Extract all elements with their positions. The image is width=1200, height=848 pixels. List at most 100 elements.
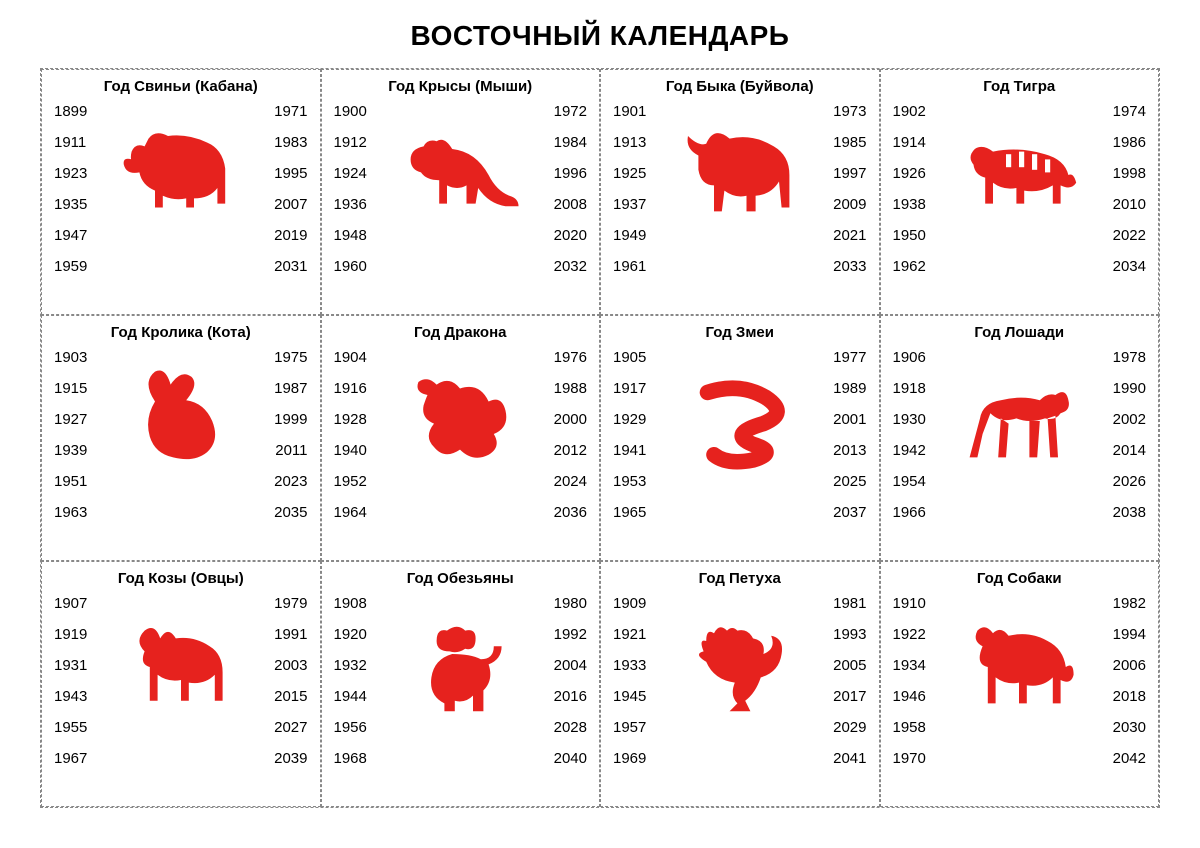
- year: 1925: [611, 165, 740, 182]
- year: 1933: [611, 657, 740, 674]
- year: 1980: [460, 595, 589, 612]
- year: 2034: [1019, 258, 1148, 275]
- cell-dragon: Год Дракона 19041976 19161988 19282000 1…: [321, 315, 601, 561]
- year: 2024: [460, 473, 589, 490]
- year: 1983: [181, 134, 310, 151]
- cell-title: Год Быка (Буйвола): [611, 78, 869, 95]
- year-list: 19011973 19131985 19251997 19372009 1949…: [611, 103, 869, 275]
- year: 2025: [740, 473, 869, 490]
- year: 1979: [181, 595, 310, 612]
- year: 1906: [891, 349, 1020, 366]
- year: 2009: [740, 196, 869, 213]
- year-list: 19041976 19161988 19282000 19402012 1952…: [332, 349, 590, 521]
- year: 1901: [611, 103, 740, 120]
- year: 1963: [52, 504, 181, 521]
- year: 2028: [460, 719, 589, 736]
- year: 1930: [891, 411, 1020, 428]
- year: 1966: [891, 504, 1020, 521]
- cell-snake: Год Змеи 19051977 19171989 19292001 1941…: [600, 315, 880, 561]
- year: 2007: [181, 196, 310, 213]
- year: 1905: [611, 349, 740, 366]
- year: 1920: [332, 626, 461, 643]
- year: 1973: [740, 103, 869, 120]
- year: 2016: [460, 688, 589, 705]
- year: 2012: [460, 442, 589, 459]
- cell-title: Год Тигра: [891, 78, 1149, 95]
- year: 1974: [1019, 103, 1148, 120]
- year: 1995: [181, 165, 310, 182]
- zodiac-grid: Год Свиньи (Кабана) 18991971 19111983 19…: [40, 68, 1160, 808]
- year: 2031: [181, 258, 310, 275]
- year: 1950: [891, 227, 1020, 244]
- year: 1942: [891, 442, 1020, 459]
- year: 1959: [52, 258, 181, 275]
- year: 2018: [1019, 688, 1148, 705]
- year: 2040: [460, 750, 589, 767]
- year: 2033: [740, 258, 869, 275]
- year: 1944: [332, 688, 461, 705]
- year: 1989: [740, 380, 869, 397]
- year: 1948: [332, 227, 461, 244]
- year-list: 19071979 19191991 19312003 19432015 1955…: [52, 595, 310, 767]
- cell-horse: Год Лошади 19061978 19181990 19302002 19…: [880, 315, 1160, 561]
- year-list: 18991971 19111983 19231995 19352007 1947…: [52, 103, 310, 275]
- year: 2020: [460, 227, 589, 244]
- year: 2011: [181, 442, 310, 459]
- year: 2005: [740, 657, 869, 674]
- year: 1992: [460, 626, 589, 643]
- year: 1997: [740, 165, 869, 182]
- year: 2002: [1019, 411, 1148, 428]
- year: 1976: [460, 349, 589, 366]
- cell-title: Год Петуха: [611, 570, 869, 587]
- year: 1982: [1019, 595, 1148, 612]
- year: 1903: [52, 349, 181, 366]
- year: 1953: [611, 473, 740, 490]
- year: 1934: [891, 657, 1020, 674]
- year: 1917: [611, 380, 740, 397]
- cell-title: Год Лошади: [891, 324, 1149, 341]
- cell-rabbit: Год Кролика (Кота) 19031975 19151987 192…: [41, 315, 321, 561]
- year: 1918: [891, 380, 1020, 397]
- year: 1986: [1019, 134, 1148, 151]
- year: 2035: [181, 504, 310, 521]
- cell-title: Год Дракона: [332, 324, 590, 341]
- year: 2014: [1019, 442, 1148, 459]
- cell-goat: Год Козы (Овцы) 19071979 19191991 193120…: [41, 561, 321, 807]
- cell-title: Год Кролика (Кота): [52, 324, 310, 341]
- year: 1943: [52, 688, 181, 705]
- cell-title: Год Крысы (Мыши): [332, 78, 590, 95]
- year: 2015: [181, 688, 310, 705]
- year: 1972: [460, 103, 589, 120]
- year: 1947: [52, 227, 181, 244]
- year: 1913: [611, 134, 740, 151]
- year: 1940: [332, 442, 461, 459]
- year: 1939: [52, 442, 181, 459]
- year: 1965: [611, 504, 740, 521]
- cell-pig: Год Свиньи (Кабана) 18991971 19111983 19…: [41, 69, 321, 315]
- year: 1990: [1019, 380, 1148, 397]
- year: 1999: [181, 411, 310, 428]
- year: 1993: [740, 626, 869, 643]
- year: 1962: [891, 258, 1020, 275]
- year: 1960: [332, 258, 461, 275]
- year: 1968: [332, 750, 461, 767]
- year: 1970: [891, 750, 1020, 767]
- year: 1911: [52, 134, 181, 151]
- year: 1994: [1019, 626, 1148, 643]
- year-list: 19031975 19151987 19271999 19392011 1951…: [52, 349, 310, 521]
- cell-dog: Год Собаки 19101982 19221994 19342006 19…: [880, 561, 1160, 807]
- year: 2021: [740, 227, 869, 244]
- year: 1926: [891, 165, 1020, 182]
- year-list: 19091981 19211993 19332005 19452017 1957…: [611, 595, 869, 767]
- year: 1908: [332, 595, 461, 612]
- cell-ox: Год Быка (Буйвола) 19011973 19131985 192…: [600, 69, 880, 315]
- year: 2017: [740, 688, 869, 705]
- year: 1954: [891, 473, 1020, 490]
- year: 1987: [181, 380, 310, 397]
- year: 1957: [611, 719, 740, 736]
- year: 1914: [891, 134, 1020, 151]
- year: 1946: [891, 688, 1020, 705]
- year: 1969: [611, 750, 740, 767]
- year-list: 19051977 19171989 19292001 19412013 1953…: [611, 349, 869, 521]
- year: 1984: [460, 134, 589, 151]
